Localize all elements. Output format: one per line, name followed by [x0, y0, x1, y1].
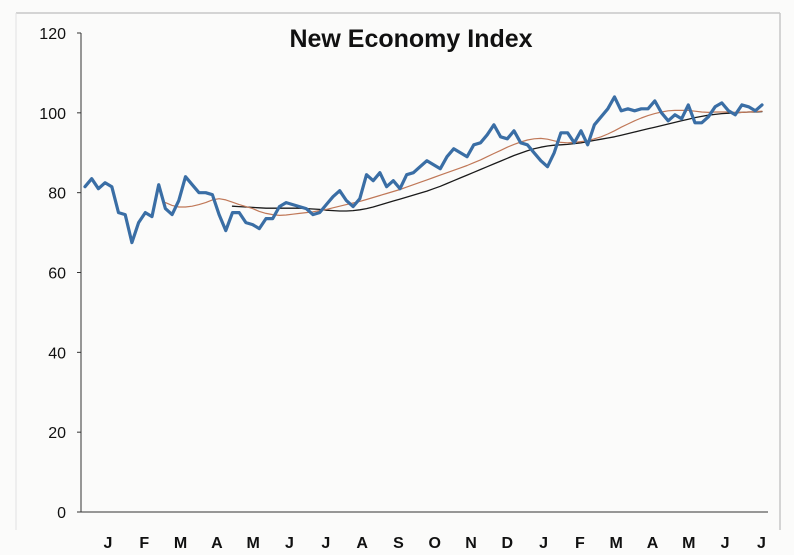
y-tick-label: 60 [48, 266, 66, 283]
x-tick-label: F [575, 535, 585, 552]
y-tick-labels: 0 20 40 60 80 100 120 [39, 26, 81, 522]
x-tick-label: F [139, 535, 149, 552]
y-tick-label: 80 [48, 186, 66, 203]
x-tick-label: J [539, 535, 548, 552]
x-tick-label: M [610, 535, 623, 552]
y-tick-label: 120 [39, 26, 66, 43]
x-tick-label: A [647, 535, 659, 552]
x-tick-label: J [321, 535, 330, 552]
x-tick-label: S [393, 535, 404, 552]
x-tick-label: N [465, 535, 477, 552]
x-tick-label: J [104, 535, 113, 552]
y-tick-label: 40 [48, 345, 66, 362]
x-tick-label: A [356, 535, 368, 552]
series-lines [83, 95, 764, 245]
chart-title: New Economy Index [289, 25, 532, 53]
x-tick-label: A [211, 535, 223, 552]
series-line-2 [164, 109, 763, 216]
x-tick-label: O [428, 535, 440, 552]
series-line-1 [83, 95, 764, 245]
series-line-3 [231, 110, 763, 212]
x-tick-label: D [502, 535, 514, 552]
x-tick-label: M [682, 535, 695, 552]
x-tick-label: J [721, 535, 730, 552]
y-tick-label: 100 [39, 106, 66, 123]
x-tick-label: M [247, 535, 260, 552]
x-tick-label: M [174, 535, 187, 552]
x-tick-label: J [285, 535, 294, 552]
x-tick-label: J [757, 535, 766, 552]
y-tick-label: 0 [57, 505, 66, 522]
y-tick-label: 20 [48, 425, 66, 442]
